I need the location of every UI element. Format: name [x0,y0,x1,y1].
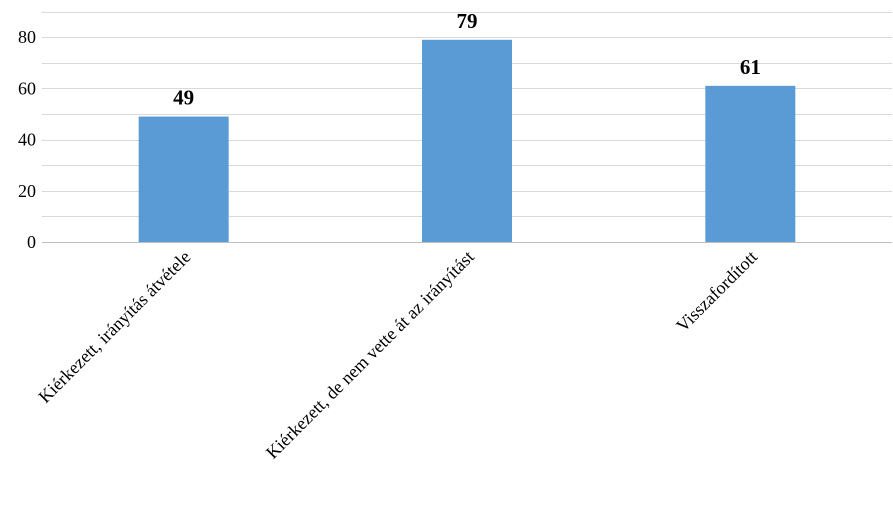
data-label-2: 79 [457,9,478,33]
category-labels: Kiérkezett, irányítás átvétele Kiérkezett… [34,247,761,463]
y-tick-label-0: 0 [27,232,36,252]
y-tick-label-80: 80 [18,27,36,47]
y-tick-label-60: 60 [18,78,36,98]
data-labels: 49 79 61 [173,9,761,110]
bar-2 [422,39,512,243]
category-label-3: Visszafordított [672,247,761,336]
y-tick-label-40: 40 [18,130,36,150]
data-label-1: 49 [173,86,194,110]
y-axis-tick-labels: 0 20 40 60 80 [18,27,36,252]
bars [138,39,796,243]
bar-3 [705,85,796,242]
category-label-1: Kiérkezett, irányítás átvétele [34,247,194,407]
data-label-3: 61 [740,55,761,79]
bar-1 [138,116,229,242]
category-label-2: Kiérkezett, de nem vette át az irányítás… [262,247,478,463]
y-tick-label-20: 20 [18,181,36,201]
